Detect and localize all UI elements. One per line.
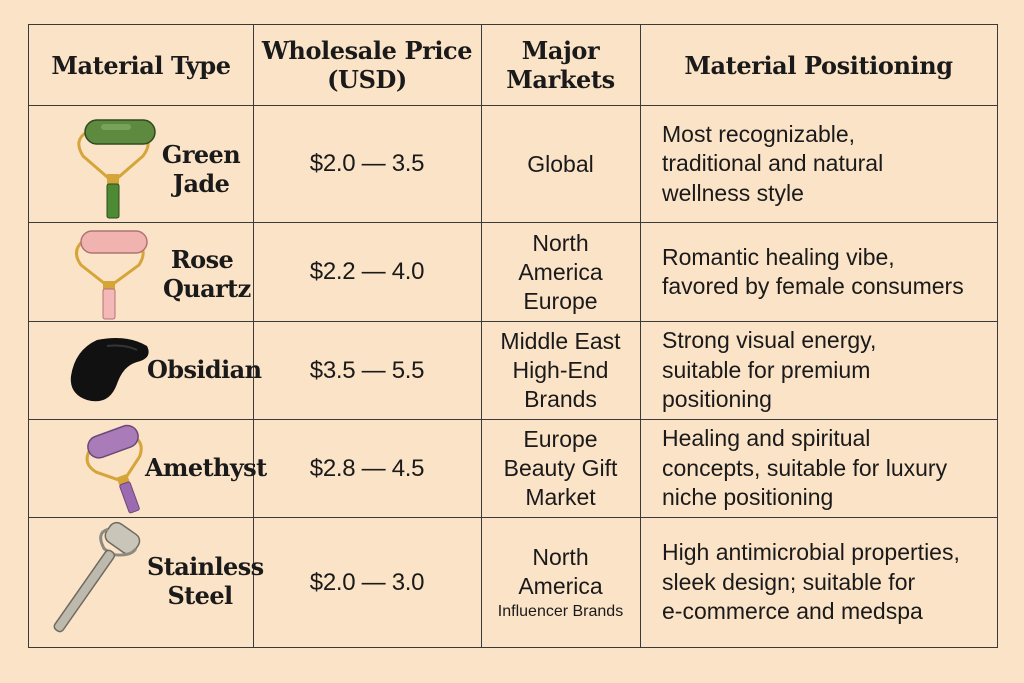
price-value: $2.2 — 4.0 bbox=[309, 258, 425, 285]
table-row: Green Jade $2.0 — 3.5 Global Most recogn… bbox=[29, 105, 997, 222]
markets-cell: North America Europe bbox=[481, 223, 640, 321]
amethyst-roller-icon bbox=[81, 424, 157, 516]
price-cell: $2.0 — 3.5 bbox=[253, 106, 481, 222]
markets-cell: Europe Beauty Gift Market bbox=[481, 420, 640, 517]
market-line: North bbox=[532, 543, 589, 570]
positioning-line: Romantic healing vibe, bbox=[662, 243, 895, 270]
market-line: Beauty Gift bbox=[503, 455, 618, 481]
market-line: America bbox=[518, 572, 603, 599]
price-cell: $2.2 — 4.0 bbox=[253, 223, 481, 321]
table-row: Amethyst $2.8 — 4.5 Europe Beauty Gift M… bbox=[29, 419, 997, 517]
markets-cell: Middle East High-End Brands bbox=[481, 322, 640, 419]
obsidian-gua-sha-icon bbox=[67, 336, 153, 406]
material-name-line1: Amethyst bbox=[145, 453, 267, 482]
markets-cell: North America Influencer Brands bbox=[481, 518, 640, 647]
positioning-line: concepts, suitable for luxury bbox=[662, 454, 948, 481]
market-line: America bbox=[518, 258, 603, 285]
market-line: Brands bbox=[524, 386, 597, 412]
positioning-line: Healing and spiritual bbox=[662, 425, 871, 452]
table-header-row: Material Type Wholesale Price (USD) Majo… bbox=[29, 25, 997, 105]
price-cell: $3.5 — 5.5 bbox=[253, 322, 481, 419]
header-markets-line1: Major bbox=[521, 36, 600, 65]
material-name-line2: Jade bbox=[172, 169, 230, 198]
price-value: $3.5 — 5.5 bbox=[309, 356, 425, 384]
positioning-line: traditional and natural bbox=[662, 150, 884, 177]
material-name: Stainless Steel bbox=[147, 552, 264, 610]
stainless-steel-roller-icon bbox=[53, 520, 153, 646]
header-wholesale-price: Wholesale Price (USD) bbox=[253, 25, 481, 105]
price-cell: $2.8 — 4.5 bbox=[253, 420, 481, 517]
column-divider bbox=[481, 25, 482, 647]
material-name: Rose Quartz bbox=[163, 245, 251, 303]
positioning-cell: Romantic healing vibe, favored by female… bbox=[640, 223, 997, 321]
markets-cell: Global bbox=[481, 106, 640, 222]
header-major-markets: Major Markets bbox=[481, 25, 640, 105]
positioning-line: sleek design; suitable for bbox=[662, 568, 916, 595]
positioning-line: High antimicrobial properties, bbox=[662, 539, 960, 566]
price-value: $2.0 — 3.0 bbox=[309, 568, 425, 596]
price-value: $2.8 — 4.5 bbox=[309, 454, 425, 482]
column-divider bbox=[253, 25, 254, 647]
header-markets-line2: Markets bbox=[506, 65, 615, 94]
header-material-positioning: Material Positioning bbox=[640, 25, 997, 105]
positioning-line: niche positioning bbox=[662, 484, 834, 511]
price-cell: $2.0 — 3.0 bbox=[253, 518, 481, 647]
material-name-line1: Obsidian bbox=[147, 355, 262, 384]
positioning-cell: Most recognizable, traditional and natur… bbox=[640, 106, 997, 222]
table-row: Stainless Steel $2.0 — 3.0 North America… bbox=[29, 517, 997, 647]
material-name: Obsidian bbox=[147, 355, 262, 384]
market-line: Market bbox=[525, 484, 596, 510]
header-material-type: Material Type bbox=[29, 25, 253, 105]
positioning-line: Strong visual energy, bbox=[662, 327, 877, 354]
material-comparison-table: Material Type Wholesale Price (USD) Majo… bbox=[28, 24, 998, 648]
material-name-line1: Stainless bbox=[147, 552, 264, 581]
positioning-cell: Healing and spiritual concepts, suitable… bbox=[640, 420, 997, 517]
column-divider bbox=[640, 25, 641, 647]
material-name-line2: Quartz bbox=[163, 274, 251, 303]
market-line: Europe bbox=[523, 426, 598, 452]
table-row: Obsidian $3.5 — 5.5 Middle East High-End… bbox=[29, 321, 997, 419]
positioning-line: e-commerce and medspa bbox=[662, 598, 923, 625]
header-price-line2: (USD) bbox=[327, 65, 407, 94]
table-row: Rose Quartz $2.2 — 4.0 North America Eur… bbox=[29, 222, 997, 321]
market-line: Europe bbox=[523, 287, 598, 314]
header-price-line1: Wholesale Price bbox=[261, 36, 473, 65]
material-name-line1: Rose bbox=[170, 245, 234, 274]
positioning-line: suitable for premium bbox=[662, 356, 871, 383]
positioning-line: wellness style bbox=[662, 179, 804, 206]
market-line: Middle East bbox=[500, 328, 621, 354]
header-material-label: Material Type bbox=[51, 50, 231, 80]
positioning-cell: Strong visual energy, suitable for premi… bbox=[640, 322, 997, 419]
material-name: Amethyst bbox=[145, 453, 267, 482]
price-value: $2.0 — 3.5 bbox=[309, 150, 425, 177]
header-positioning-label: Material Positioning bbox=[684, 50, 953, 80]
material-name-line2: Steel bbox=[167, 581, 233, 610]
positioning-cell: High antimicrobial properties, sleek des… bbox=[640, 518, 997, 647]
market-line: High-End bbox=[512, 357, 609, 383]
market-line: Global bbox=[527, 150, 594, 177]
jade-roller-icon bbox=[65, 112, 165, 220]
positioning-line: favored by female consumers bbox=[662, 273, 964, 299]
rose-quartz-roller-icon bbox=[69, 227, 159, 321]
material-name: Green Jade bbox=[161, 140, 241, 198]
material-name-line1: Green bbox=[161, 140, 241, 169]
market-subtext: Influencer Brands bbox=[497, 602, 624, 620]
market-line: North bbox=[532, 229, 589, 256]
positioning-line: Most recognizable, bbox=[662, 120, 856, 147]
positioning-line: positioning bbox=[662, 386, 772, 413]
